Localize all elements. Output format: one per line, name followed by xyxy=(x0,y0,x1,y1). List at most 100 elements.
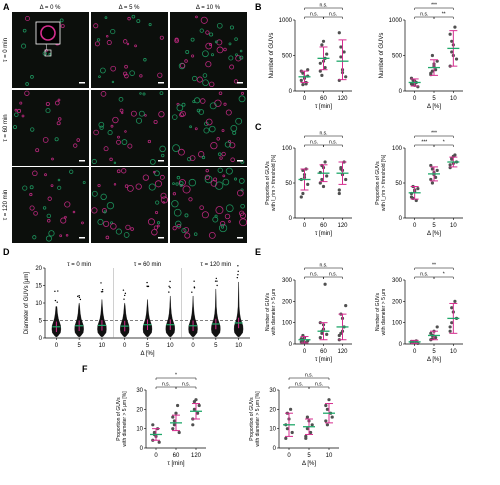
vesicle xyxy=(135,183,142,190)
vesicle xyxy=(130,227,134,231)
x-tick-label: 60 xyxy=(320,223,327,229)
significance-label: n.s. xyxy=(329,272,337,278)
outlier-point xyxy=(122,289,125,291)
y-axis-label: Number of GUVs xyxy=(375,292,381,331)
outlier-point xyxy=(124,292,127,295)
vesicle xyxy=(123,71,128,76)
data-point xyxy=(299,78,303,82)
vesicle xyxy=(216,137,220,141)
vesicle xyxy=(234,177,238,181)
outlier-point xyxy=(216,280,218,282)
significance-bracket xyxy=(304,267,343,270)
tile-background xyxy=(170,90,247,166)
vesicle xyxy=(205,118,213,126)
tile-background xyxy=(91,167,168,243)
outlier-point xyxy=(169,280,171,283)
data-point xyxy=(450,321,454,325)
x-tick-label: 0 xyxy=(287,453,291,459)
panel-letter-b: B xyxy=(255,2,262,12)
y-tick-label: 0 xyxy=(399,89,403,95)
outlier-point xyxy=(123,298,125,300)
y-tick-label: 300 xyxy=(282,278,293,284)
vesicle xyxy=(13,125,17,130)
y-axis-label: Number of GUVs xyxy=(269,33,275,79)
vesicle xyxy=(200,16,208,24)
vesicle xyxy=(113,183,117,186)
vesicle xyxy=(197,151,205,158)
panel-letter-f: F xyxy=(82,364,88,374)
x-axis-label: τ [min] xyxy=(167,461,184,467)
group-label: τ = 60 min xyxy=(134,262,161,268)
data-point xyxy=(151,423,155,427)
scale-bar xyxy=(158,237,164,239)
vesicle xyxy=(216,39,223,46)
y-tick-label: 200 xyxy=(282,299,293,305)
vesicle xyxy=(99,125,104,130)
significance-label: *** xyxy=(431,3,437,9)
vesicle xyxy=(158,111,165,118)
outlier-point xyxy=(123,294,126,297)
y-tick-label: 1000 xyxy=(279,18,293,24)
data-point xyxy=(342,50,346,54)
y-tick-label: 0 xyxy=(273,446,277,452)
vesicle xyxy=(149,159,156,165)
micrograph-tile xyxy=(91,90,168,166)
vesicle xyxy=(176,175,181,180)
vesicle xyxy=(91,190,98,197)
vesicle xyxy=(124,73,129,79)
data-point xyxy=(453,299,457,303)
violin xyxy=(97,299,107,338)
data-point xyxy=(416,187,420,191)
vesicle xyxy=(21,43,27,49)
vesicle xyxy=(196,76,203,83)
vesicle xyxy=(180,110,186,117)
vesicle xyxy=(138,110,145,117)
y-tick-label: 0 xyxy=(289,216,293,222)
vesicle xyxy=(235,53,238,57)
significance-label: ** xyxy=(432,263,436,269)
vesicle xyxy=(104,16,108,19)
vesicle xyxy=(230,124,238,132)
data-point xyxy=(192,407,196,411)
vesicle xyxy=(16,108,22,114)
significance-label: n.s. xyxy=(319,263,327,269)
vesicle xyxy=(241,91,244,95)
vesicle xyxy=(121,168,127,174)
vesicle xyxy=(57,98,61,102)
panel-letter-c: C xyxy=(255,122,262,132)
inset-vesicle xyxy=(40,25,56,41)
vesicle xyxy=(103,146,109,152)
vesicle xyxy=(153,170,156,174)
data-point xyxy=(450,39,454,43)
x-tick-label: 0 xyxy=(55,343,59,349)
y-axis-label: Proportion of GUVs xyxy=(265,161,271,205)
y-axis-label-line2: with diameter > 5 μm xyxy=(271,289,277,336)
vesicle xyxy=(116,139,121,145)
significance-label: n.s. xyxy=(329,12,337,18)
vesicle xyxy=(142,92,146,96)
vesicle xyxy=(205,30,210,35)
data-point xyxy=(337,333,341,338)
vesicle xyxy=(126,42,130,46)
significance-bracket xyxy=(323,16,343,19)
data-point xyxy=(320,177,324,182)
outlier-point xyxy=(54,299,57,302)
vesicle xyxy=(204,175,213,184)
x-tick-label: 5 xyxy=(77,343,81,349)
vesicle xyxy=(239,218,248,227)
vesicle xyxy=(171,114,178,120)
vesicle xyxy=(134,44,137,48)
vesicle xyxy=(193,232,198,236)
y-tick-label: 0 xyxy=(399,216,403,222)
x-tick-label: 60 xyxy=(173,453,180,459)
vesicle xyxy=(202,73,208,78)
data-point xyxy=(191,423,195,427)
vesicle xyxy=(32,170,38,176)
vesicle xyxy=(51,157,54,161)
data-point xyxy=(306,68,310,72)
vesicle xyxy=(191,54,195,58)
vesicle xyxy=(156,224,160,228)
violin xyxy=(74,302,84,338)
vesicle xyxy=(47,196,52,201)
tile-background xyxy=(91,90,168,166)
